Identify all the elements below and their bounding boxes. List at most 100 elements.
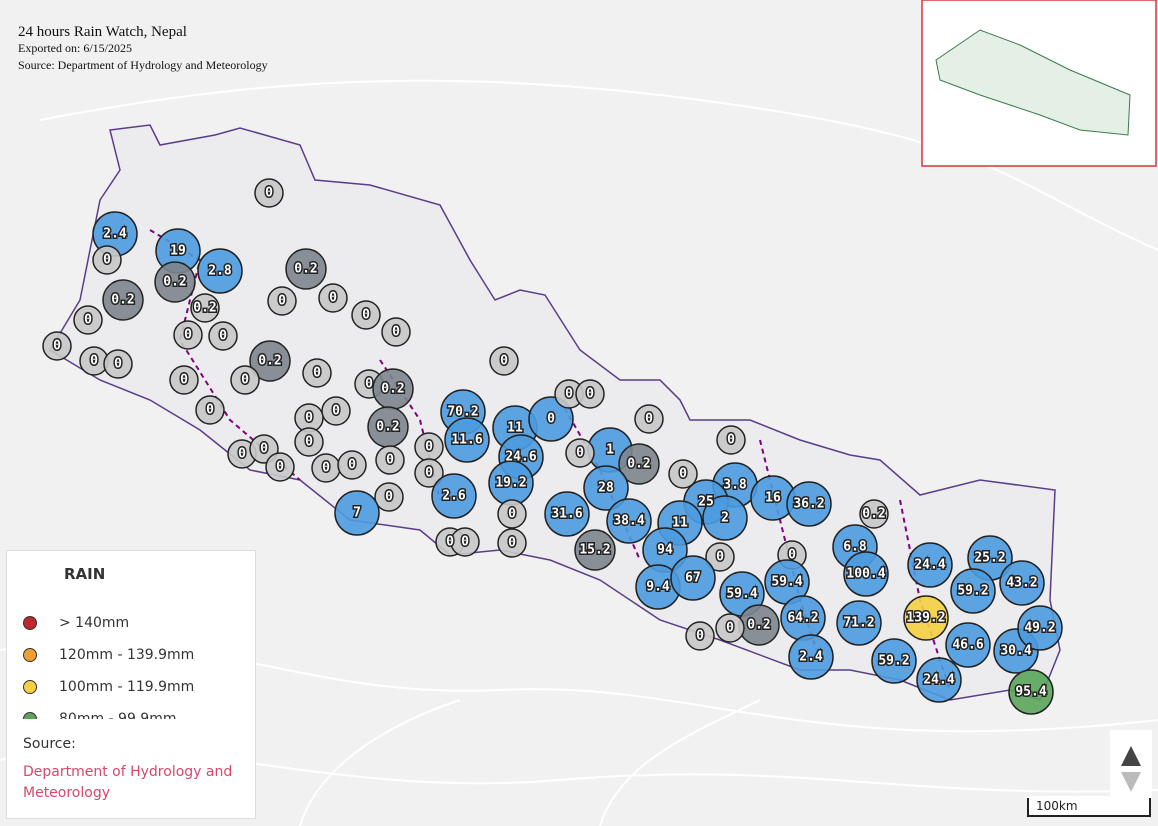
station-marker[interactable] <box>265 452 295 482</box>
station-marker[interactable] <box>705 542 735 572</box>
station-label: 0 <box>508 507 516 522</box>
station-label: 11 <box>507 421 523 436</box>
station-marker[interactable] <box>497 499 527 529</box>
station-marker[interactable] <box>999 560 1045 606</box>
station-marker[interactable] <box>497 528 527 558</box>
legend-label: 100mm - 119.9mm <box>59 679 195 695</box>
station-marker[interactable] <box>103 349 133 379</box>
station-marker[interactable] <box>102 279 144 321</box>
north-arrow <box>1121 746 1141 766</box>
station-label: 0 <box>265 186 273 201</box>
legend-swatch <box>23 616 37 630</box>
station-marker[interactable] <box>685 621 715 651</box>
station-label: 0.2 <box>862 507 885 522</box>
station-label: 0 <box>362 308 370 323</box>
station-marker[interactable] <box>92 245 122 275</box>
station-label: 0 <box>238 447 246 462</box>
station-marker[interactable] <box>843 551 889 597</box>
station-marker[interactable] <box>907 542 953 588</box>
station-marker[interactable] <box>208 321 238 351</box>
legend-source-link[interactable]: Department of Hydrology and Meteorology <box>23 764 233 801</box>
station-marker[interactable] <box>169 365 199 395</box>
station-marker[interactable] <box>197 248 243 294</box>
station-marker[interactable] <box>950 568 996 614</box>
station-marker[interactable] <box>334 490 380 536</box>
station-marker[interactable] <box>190 293 220 323</box>
legend-label: 120mm - 139.9mm <box>59 647 195 663</box>
station-marker[interactable] <box>786 481 832 527</box>
legend-item: 100mm - 119.9mm <box>23 679 194 695</box>
station-marker[interactable] <box>618 443 660 485</box>
station-label: 36.2 <box>793 497 824 512</box>
legend-item: 80mm - 99.9mm <box>23 711 177 719</box>
station-marker[interactable] <box>574 529 616 571</box>
station-label: 0 <box>726 621 734 636</box>
station-label: 3.8 <box>723 478 747 493</box>
station-marker[interactable] <box>606 498 652 544</box>
station-marker[interactable] <box>715 613 745 643</box>
station-marker[interactable] <box>230 365 260 395</box>
station-marker[interactable] <box>73 305 103 335</box>
station-marker[interactable] <box>381 317 411 347</box>
station-marker[interactable] <box>444 417 490 463</box>
station-marker[interactable] <box>945 622 991 668</box>
station-label: 0 <box>788 548 796 563</box>
station-label: 64.2 <box>787 611 818 626</box>
station-marker[interactable] <box>154 261 196 303</box>
station-marker[interactable] <box>489 346 519 376</box>
station-marker[interactable] <box>351 300 381 330</box>
station-marker[interactable] <box>374 482 404 512</box>
station-marker[interactable] <box>528 396 574 442</box>
station-marker[interactable] <box>583 465 629 511</box>
station-label: 0.2 <box>163 275 186 290</box>
legend-swatch <box>23 648 37 662</box>
station-label: 0 <box>313 366 321 381</box>
station-label: 0 <box>329 291 337 306</box>
station-marker[interactable] <box>318 283 348 313</box>
station-label: 30.4 <box>1000 644 1031 659</box>
station-marker[interactable] <box>294 427 324 457</box>
station-marker[interactable] <box>575 379 605 409</box>
station-marker[interactable] <box>302 358 332 388</box>
station-marker[interactable] <box>668 459 698 489</box>
station-marker[interactable] <box>716 425 746 455</box>
station-label: 0 <box>365 377 373 392</box>
station-marker[interactable] <box>375 445 405 475</box>
legend-item: 120mm - 139.9mm <box>23 647 194 663</box>
station-marker[interactable] <box>254 178 284 208</box>
station-label: 70.2 <box>447 405 478 420</box>
station-marker[interactable] <box>414 458 444 488</box>
station-marker[interactable] <box>1017 605 1063 651</box>
station-marker[interactable] <box>42 331 72 361</box>
station-marker[interactable] <box>871 638 917 684</box>
station-label: 0.2 <box>193 301 216 316</box>
legend-swatch <box>23 680 37 694</box>
station-marker[interactable] <box>1008 669 1054 715</box>
legend-scroll: RAIN > 140mm 120mm - 139.9mm 100mm - 119.9… <box>7 551 255 719</box>
station-marker[interactable] <box>321 396 351 426</box>
station-marker[interactable] <box>173 320 203 350</box>
station-marker[interactable] <box>788 634 834 680</box>
station-marker[interactable] <box>450 527 480 557</box>
station-marker[interactable] <box>249 340 291 382</box>
station-marker[interactable] <box>670 555 716 601</box>
station-marker[interactable] <box>337 450 367 480</box>
station-label: 6.8 <box>843 540 867 555</box>
station-marker[interactable] <box>285 248 327 290</box>
station-marker[interactable] <box>903 595 949 641</box>
station-marker[interactable] <box>836 600 882 646</box>
station-marker[interactable] <box>702 495 748 541</box>
station-marker[interactable] <box>859 499 889 529</box>
station-marker[interactable] <box>195 395 225 425</box>
station-marker[interactable] <box>634 404 664 434</box>
station-marker[interactable] <box>565 438 595 468</box>
station-marker[interactable] <box>267 286 297 316</box>
station-marker[interactable] <box>544 491 590 537</box>
station-label: 2.6 <box>442 489 466 504</box>
station-marker[interactable] <box>916 657 962 703</box>
station-label: 59.4 <box>771 575 802 590</box>
legend-title: RAIN <box>64 565 106 583</box>
station-marker[interactable] <box>431 473 477 519</box>
station-label: 16 <box>765 491 781 506</box>
